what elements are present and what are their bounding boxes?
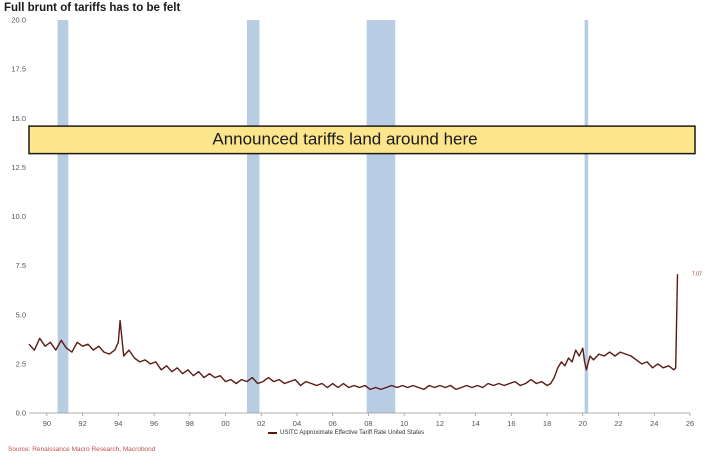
recession-band: [246, 20, 260, 413]
legend-label: USITC Approximate Effective Tariff Rate …: [280, 430, 425, 436]
legend: USITC Approximate Effective Tariff Rate …: [268, 430, 424, 436]
x-tick-label: 06: [329, 419, 337, 428]
y-tick-label: 15.0: [11, 114, 26, 123]
x-tick-label: 18: [543, 419, 551, 428]
recession-bands: [57, 20, 589, 413]
y-tick-label: 10.0: [11, 212, 26, 221]
x-tick-label: 12: [436, 419, 444, 428]
x-tick-label: 10: [400, 419, 408, 428]
y-tick-label: 2.5: [16, 359, 26, 368]
end-value-label: 7.07: [692, 272, 702, 278]
recession-band: [366, 20, 396, 413]
annotation-box: Announced tariffs land around here: [28, 125, 696, 155]
chart-title: Full brunt of tariffs has to be felt: [4, 2, 181, 14]
x-tick-label: 14: [471, 419, 479, 428]
legend-swatch: [268, 432, 277, 434]
x-tick-label: 08: [364, 419, 372, 428]
x-tick-label: 04: [293, 419, 301, 428]
x-tick-label: 92: [78, 419, 86, 428]
x-axis: 90 92 94 96 98 00 02 04 06 08 10 12 14 16 18 20 22 24 26: [43, 413, 694, 428]
y-tick-label: 12.5: [11, 163, 26, 172]
series-line: [28, 274, 679, 391]
annotation-rect: [28, 125, 696, 155]
y-axis: 0.0 2.5 5.0 7.5 10.0 12.5 15.0 17.5 20.0: [11, 16, 26, 418]
y-tick-label: 5.0: [16, 310, 26, 319]
source-note: Source: Renaissance Macro Research, Macr…: [8, 446, 156, 453]
y-tick-label: 17.5: [11, 65, 26, 74]
x-tick-label: 94: [114, 419, 122, 428]
x-tick-label: 90: [43, 419, 51, 428]
x-tick-label: 16: [507, 419, 515, 428]
x-tick-label: 26: [686, 419, 694, 428]
x-tick-label: 00: [221, 419, 229, 428]
recession-band: [584, 20, 589, 413]
x-tick-label: 98: [186, 419, 194, 428]
y-tick-label: 0.0: [16, 409, 26, 418]
x-tick-label: 96: [150, 419, 158, 428]
x-tick-label: 24: [650, 419, 658, 428]
y-tick-label: 7.5: [16, 261, 26, 270]
annotation-text: Announced tariffs land around here: [212, 129, 477, 148]
x-tick-label: 02: [257, 419, 265, 428]
x-tick-label: 22: [614, 419, 622, 428]
recession-band: [57, 20, 69, 413]
y-tick-label: 20.0: [11, 16, 26, 25]
x-tick-label: 20: [579, 419, 587, 428]
